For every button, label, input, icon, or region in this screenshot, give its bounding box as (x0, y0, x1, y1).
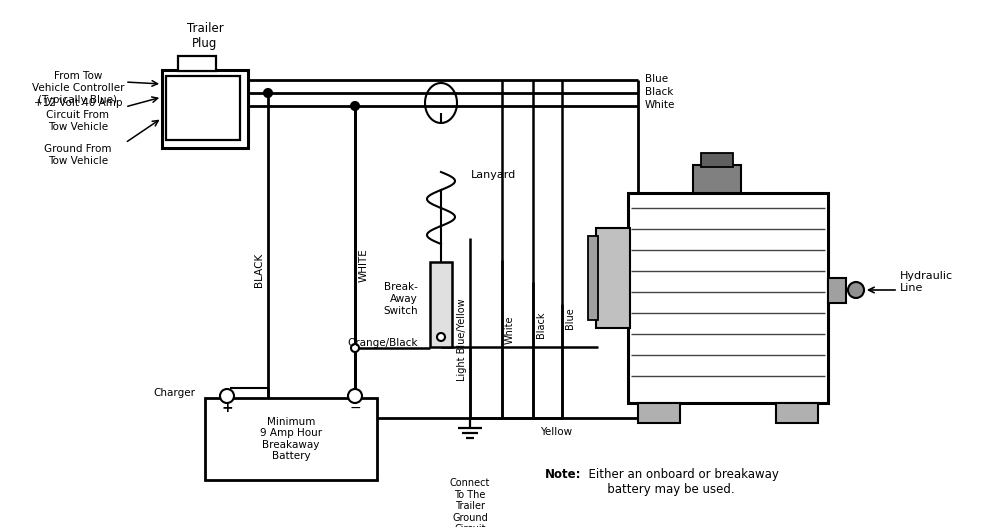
Text: Hydraulic
Line: Hydraulic Line (900, 271, 953, 293)
Text: Black: Black (645, 87, 673, 97)
Text: Minimum
9 Amp Hour
Breakaway
Battery: Minimum 9 Amp Hour Breakaway Battery (260, 417, 322, 462)
Circle shape (351, 102, 359, 110)
Circle shape (348, 389, 362, 403)
Text: Break-
Away
Switch: Break- Away Switch (383, 282, 418, 316)
Text: BLACK: BLACK (254, 253, 264, 287)
Bar (693, 165, 741, 193)
Text: Lanyard: Lanyard (471, 170, 516, 180)
Bar (178, 56, 216, 71)
Bar (776, 403, 818, 423)
Text: +12 Volt 40 Amp
Circuit From
Tow Vehicle: +12 Volt 40 Amp Circuit From Tow Vehicle (34, 99, 122, 132)
Circle shape (220, 389, 234, 403)
Text: Either an onboard or breakaway
       battery may be used.: Either an onboard or breakaway battery m… (581, 468, 779, 496)
Text: White: White (505, 316, 515, 344)
Text: Ground From
Tow Vehicle: Ground From Tow Vehicle (44, 144, 112, 166)
Bar (596, 228, 630, 328)
Bar (430, 262, 452, 347)
Bar (166, 76, 240, 140)
Bar (588, 236, 598, 320)
Circle shape (437, 333, 445, 341)
Text: WHITE: WHITE (359, 248, 369, 282)
Text: Connect
To The
Trailer
Ground
Circuit: Connect To The Trailer Ground Circuit (450, 478, 490, 527)
Text: Charger: Charger (153, 388, 195, 398)
Bar (638, 403, 680, 423)
Circle shape (848, 282, 864, 298)
Text: Black: Black (536, 312, 546, 338)
Circle shape (264, 89, 272, 97)
Text: Trailer
Plug: Trailer Plug (187, 22, 223, 50)
Text: Blue: Blue (645, 74, 668, 84)
Text: −: − (349, 401, 361, 415)
Bar (162, 70, 248, 148)
Bar (701, 153, 733, 167)
Bar (628, 193, 828, 403)
Bar (205, 398, 377, 480)
Text: Blue: Blue (565, 307, 575, 329)
Text: +: + (221, 401, 233, 415)
Text: Note:: Note: (545, 468, 582, 481)
Text: From Tow
Vehicle Controller
(Typically Blue): From Tow Vehicle Controller (Typically B… (32, 71, 124, 104)
Text: Yellow: Yellow (540, 427, 572, 437)
Bar (828, 278, 846, 303)
Text: White: White (645, 100, 675, 110)
Text: Light Blue/Yellow: Light Blue/Yellow (457, 299, 467, 382)
Text: Orange/Black: Orange/Black (348, 338, 418, 348)
Circle shape (351, 344, 359, 352)
